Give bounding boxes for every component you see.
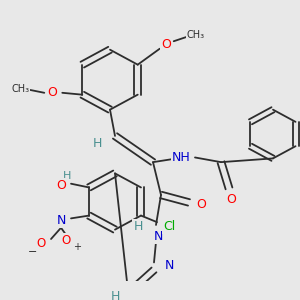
Text: O: O	[161, 38, 171, 51]
Text: −: −	[28, 247, 38, 257]
Text: H: H	[110, 290, 120, 300]
Text: CH₃: CH₃	[187, 30, 205, 40]
Text: Cl: Cl	[163, 220, 175, 233]
Text: CH₃: CH₃	[11, 84, 29, 94]
Text: O: O	[61, 234, 70, 248]
Text: O: O	[226, 193, 236, 206]
Text: H: H	[133, 220, 143, 233]
Text: O: O	[56, 179, 66, 192]
Text: +: +	[73, 242, 81, 251]
Text: N: N	[164, 259, 174, 272]
Text: N: N	[153, 230, 163, 243]
Text: H: H	[63, 171, 71, 181]
Text: O: O	[196, 198, 206, 211]
Text: O: O	[47, 86, 57, 99]
Text: NH: NH	[172, 151, 190, 164]
Text: O: O	[36, 237, 46, 250]
Text: H: H	[92, 137, 102, 150]
Text: N: N	[56, 214, 66, 227]
